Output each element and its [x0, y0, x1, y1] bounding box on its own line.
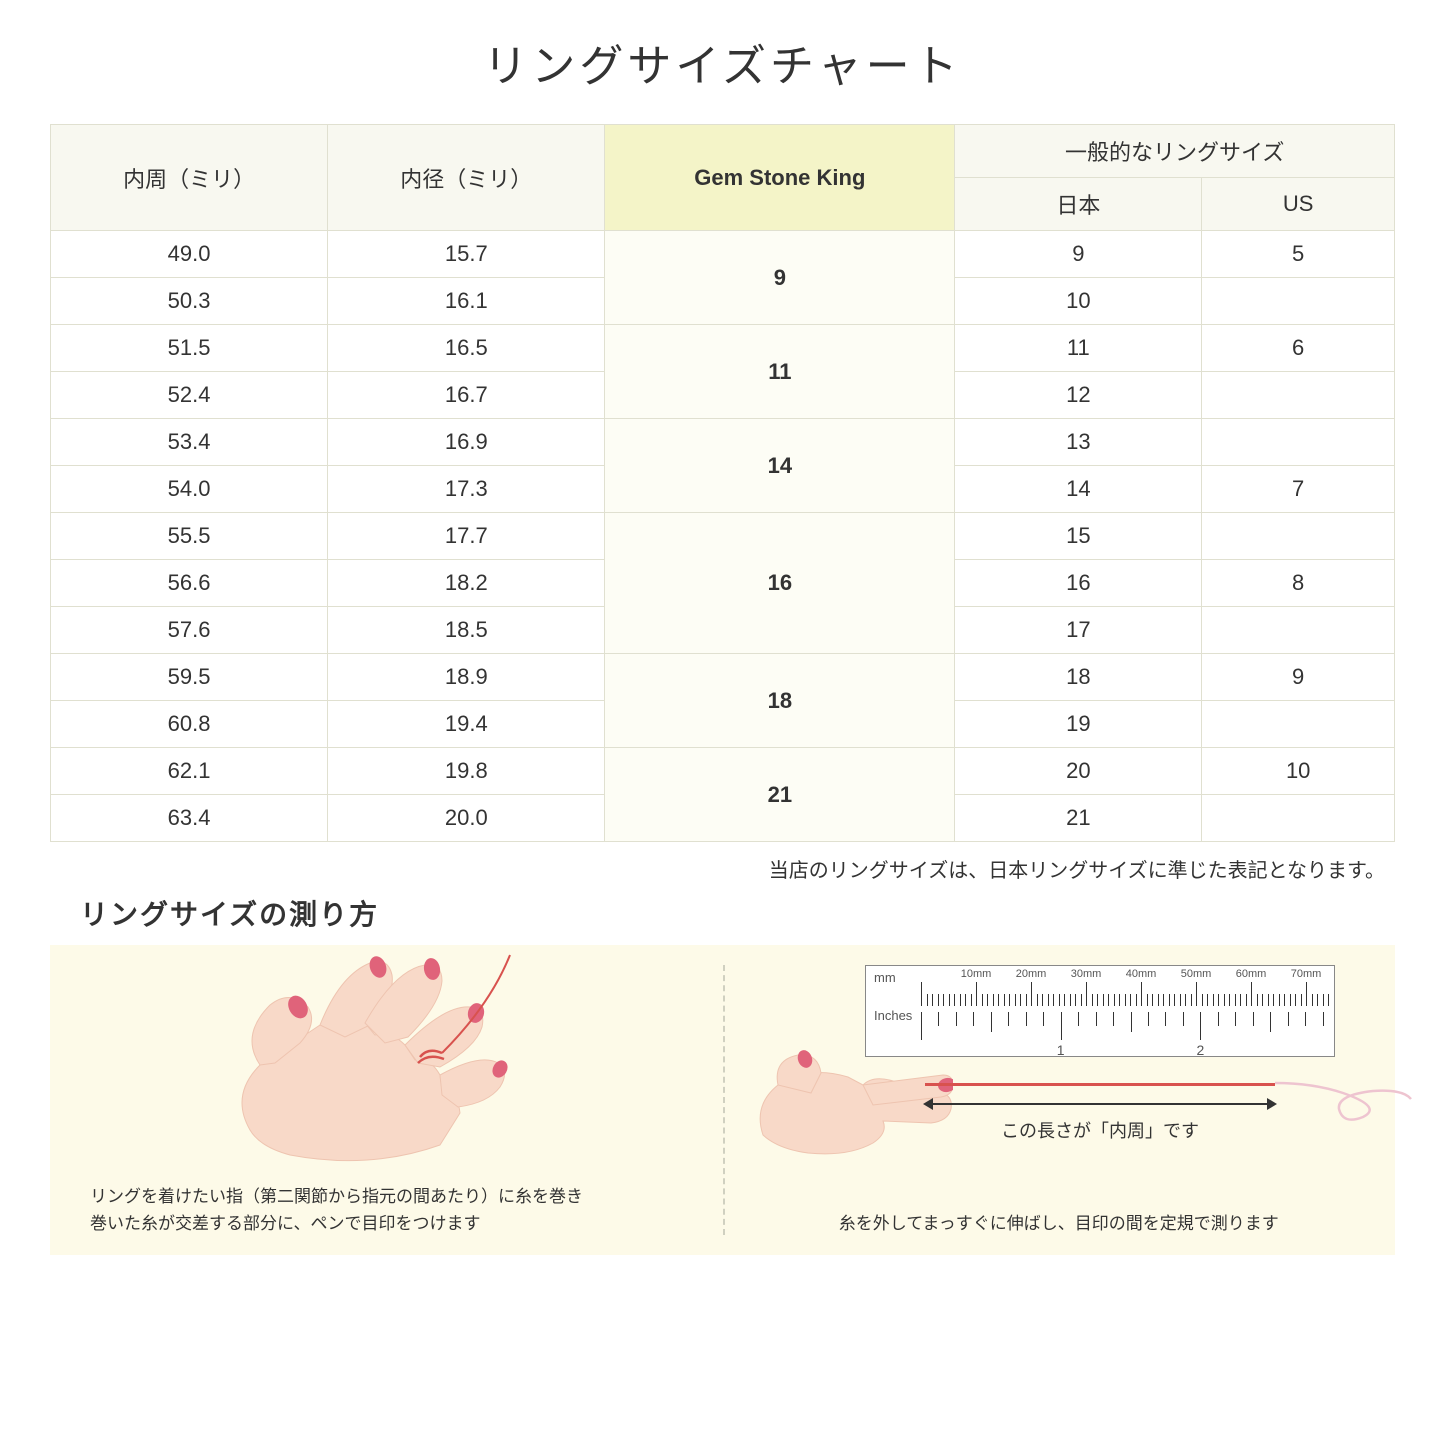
- cell-circumference: 60.8: [51, 701, 328, 748]
- table-row: 62.119.8212010: [51, 748, 1395, 795]
- cell-gsk: 16: [605, 513, 955, 654]
- cell-japan: 13: [955, 419, 1202, 466]
- cell-gsk: 9: [605, 231, 955, 325]
- cell-diameter: 16.7: [328, 372, 605, 419]
- cell-us: [1202, 278, 1395, 325]
- hand-wrap-icon: [190, 935, 530, 1165]
- ruler-mm-label: mm: [874, 970, 896, 985]
- cell-diameter: 16.5: [328, 325, 605, 372]
- header-general: 一般的なリングサイズ: [955, 125, 1395, 178]
- cell-diameter: 15.7: [328, 231, 605, 278]
- cell-circumference: 63.4: [51, 795, 328, 842]
- table-row: 49.015.7995: [51, 231, 1395, 278]
- cell-circumference: 55.5: [51, 513, 328, 560]
- ruler-graphic: mm Inches 10mm20mm30mm40mm50mm60mm70mm 1…: [865, 965, 1335, 1057]
- cell-japan: 11: [955, 325, 1202, 372]
- table-row: 53.416.91413: [51, 419, 1395, 466]
- page-title: リングサイズチャート: [50, 30, 1395, 94]
- cell-japan: 14: [955, 466, 1202, 513]
- cell-japan: 10: [955, 278, 1202, 325]
- cell-circumference: 52.4: [51, 372, 328, 419]
- measure-title: リングサイズの測り方: [80, 893, 1395, 933]
- cell-gsk: 18: [605, 654, 955, 748]
- cell-diameter: 19.8: [328, 748, 605, 795]
- cell-us: 9: [1202, 654, 1395, 701]
- panel-left: リングを着けたい指（第二関節から指元の間あたり）に糸を巻き 巻いた糸が交差する部…: [50, 945, 723, 1255]
- cell-us: 6: [1202, 325, 1395, 372]
- instruction-left-text: リングを着けたい指（第二関節から指元の間あたり）に糸を巻き 巻いた糸が交差する部…: [90, 1183, 683, 1237]
- cell-diameter: 17.3: [328, 466, 605, 513]
- cell-circumference: 49.0: [51, 231, 328, 278]
- table-row: 59.518.918189: [51, 654, 1395, 701]
- cell-us: [1202, 513, 1395, 560]
- cell-diameter: 18.5: [328, 607, 605, 654]
- cell-circumference: 51.5: [51, 325, 328, 372]
- cell-diameter: 17.7: [328, 513, 605, 560]
- cell-us: [1202, 795, 1395, 842]
- instruction-right-text: 糸を外してまっすぐに伸ばし、目印の間を定規で測ります: [783, 1210, 1336, 1237]
- cell-diameter: 16.9: [328, 419, 605, 466]
- cell-diameter: 19.4: [328, 701, 605, 748]
- cell-circumference: 50.3: [51, 278, 328, 325]
- cell-us: [1202, 607, 1395, 654]
- cell-diameter: 16.1: [328, 278, 605, 325]
- header-japan: 日本: [955, 178, 1202, 231]
- header-circumference: 内周（ミリ）: [51, 125, 328, 231]
- cell-diameter: 18.2: [328, 560, 605, 607]
- cell-circumference: 56.6: [51, 560, 328, 607]
- cell-japan: 12: [955, 372, 1202, 419]
- cell-japan: 15: [955, 513, 1202, 560]
- cell-diameter: 18.9: [328, 654, 605, 701]
- cell-japan: 20: [955, 748, 1202, 795]
- arrow-label: この長さが「内周」です: [925, 1117, 1275, 1143]
- cell-us: 10: [1202, 748, 1395, 795]
- cell-circumference: 59.5: [51, 654, 328, 701]
- ring-size-table: 内周（ミリ） 内径（ミリ） Gem Stone King 一般的なリングサイズ …: [50, 124, 1395, 842]
- panel-right: mm Inches 10mm20mm30mm40mm50mm60mm70mm 1…: [723, 945, 1396, 1255]
- cell-gsk: 21: [605, 748, 955, 842]
- table-note: 当店のリングサイズは、日本リングサイズに準じた表記となります。: [50, 854, 1385, 883]
- cell-gsk: 11: [605, 325, 955, 419]
- cell-circumference: 53.4: [51, 419, 328, 466]
- cell-japan: 21: [955, 795, 1202, 842]
- cell-us: 5: [1202, 231, 1395, 278]
- cell-us: [1202, 419, 1395, 466]
- header-gsk: Gem Stone King: [605, 125, 955, 231]
- cell-diameter: 20.0: [328, 795, 605, 842]
- cell-us: 7: [1202, 466, 1395, 513]
- cell-circumference: 54.0: [51, 466, 328, 513]
- cell-japan: 19: [955, 701, 1202, 748]
- header-diameter: 内径（ミリ）: [328, 125, 605, 231]
- cell-japan: 18: [955, 654, 1202, 701]
- red-thread: [925, 1083, 1275, 1086]
- cell-circumference: 62.1: [51, 748, 328, 795]
- cell-us: 8: [1202, 560, 1395, 607]
- thread-curl: [1273, 1065, 1413, 1125]
- cell-gsk: 14: [605, 419, 955, 513]
- table-row: 51.516.511116: [51, 325, 1395, 372]
- cell-japan: 17: [955, 607, 1202, 654]
- table-row: 55.517.71615: [51, 513, 1395, 560]
- instructions-panel: リングを着けたい指（第二関節から指元の間あたり）に糸を巻き 巻いた糸が交差する部…: [50, 945, 1395, 1255]
- cell-japan: 16: [955, 560, 1202, 607]
- ruler-inches-label: Inches: [874, 1008, 912, 1023]
- cell-japan: 9: [955, 231, 1202, 278]
- cell-us: [1202, 701, 1395, 748]
- cell-us: [1202, 372, 1395, 419]
- header-us: US: [1202, 178, 1395, 231]
- measure-arrow: [925, 1103, 1275, 1105]
- cell-circumference: 57.6: [51, 607, 328, 654]
